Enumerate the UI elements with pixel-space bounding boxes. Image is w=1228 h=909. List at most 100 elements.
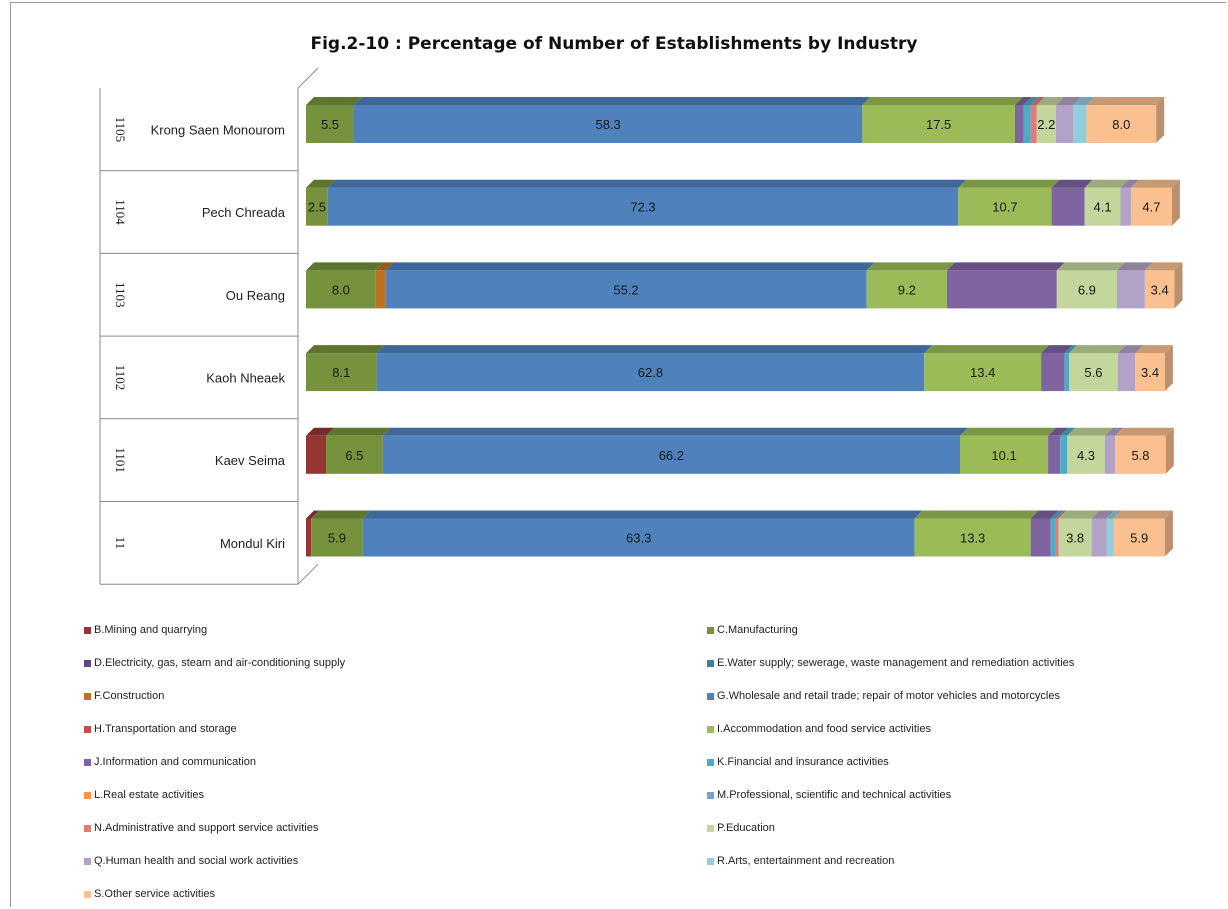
data-label: 5.5 — [321, 117, 339, 132]
bar-segment — [353, 105, 863, 143]
legend-item: B.Mining and quarrying — [84, 624, 207, 636]
bar-segment — [1130, 187, 1172, 226]
legend-swatch — [84, 692, 91, 700]
bar-segment-top — [1055, 97, 1082, 105]
data-label: 8.1 — [332, 365, 350, 380]
category-code-label: 1104 — [113, 199, 128, 225]
bar-segment-top — [385, 262, 875, 271]
bar-segment-top — [866, 262, 955, 271]
bar-segment — [1115, 435, 1166, 474]
bar-segment — [311, 518, 363, 557]
data-label: 63.3 — [626, 531, 651, 546]
legend-item: S.Other service activities — [84, 888, 215, 900]
legend-swatch — [707, 824, 714, 832]
bar-segment-top — [326, 427, 391, 436]
legend-label: C.Manufacturing — [717, 624, 798, 636]
data-label: 2.5 — [308, 200, 326, 215]
bar-segment-top — [376, 345, 933, 354]
bar-segment-top — [1091, 510, 1115, 519]
bar-segment — [362, 518, 915, 557]
legend-item: P.Education — [707, 822, 775, 834]
bar-segment — [1113, 518, 1165, 557]
bar-segment-top — [862, 97, 1023, 105]
bar-segment — [1056, 270, 1117, 309]
data-label: 5.9 — [1130, 531, 1148, 546]
bar-segment-top — [306, 262, 384, 271]
bar-segment-top — [958, 179, 1060, 188]
legend-item: N.Administrative and support service act… — [84, 822, 318, 834]
legend-label: M.Professional, scientific and technical… — [717, 789, 952, 801]
bar-segment-top — [1113, 510, 1173, 519]
data-label: 5.8 — [1131, 448, 1149, 463]
bar-segment-top — [1030, 510, 1059, 519]
bar-segment-top — [306, 179, 336, 188]
bar-segment-top — [1023, 97, 1039, 105]
bar-segment-top — [382, 427, 969, 436]
bar-segment — [306, 105, 354, 143]
legend-item: R.Arts, entertainment and recreation — [707, 855, 894, 867]
bar-segment — [306, 518, 312, 557]
bar-segment — [1064, 353, 1069, 392]
bar-segment — [327, 187, 959, 226]
legend-label: J.Information and communication — [94, 756, 257, 768]
bar-segment — [326, 435, 383, 474]
legend-swatch — [84, 791, 91, 799]
bar-segment — [1144, 270, 1175, 309]
plot-area: 1105 Krong Saen Monourom 5.5 58.3 17.5 2.2 8.0… — [99, 67, 1183, 585]
legend-label: F.Construction — [94, 690, 165, 702]
bar-segment — [1030, 518, 1051, 557]
data-label: 3.4 — [1141, 365, 1159, 380]
bar-segment-top — [1084, 179, 1129, 188]
category-code-label: 1103 — [113, 282, 128, 308]
bar-end-face — [1156, 97, 1165, 143]
legend-item: I.Accommodation and food service activit… — [707, 723, 931, 735]
bar-end-face — [1174, 262, 1183, 309]
data-label: 10.7 — [992, 200, 1017, 215]
legend-label: B.Mining and quarrying — [94, 624, 208, 636]
bar-segment-top — [306, 510, 320, 519]
data-label: 3.4 — [1151, 282, 1169, 297]
legend-item: K.Financial and insurance activities — [707, 756, 889, 768]
bar-segment — [306, 353, 377, 392]
bar-segment-top — [1067, 427, 1113, 436]
bar-segment — [1117, 353, 1136, 392]
legend-swatch — [707, 791, 714, 799]
category-code-label: 11 — [113, 537, 128, 550]
bar-segment — [1030, 105, 1037, 143]
legend-swatch — [84, 725, 91, 733]
bar-segment — [1060, 435, 1068, 474]
data-label: 2.2 — [1037, 117, 1055, 132]
bar-segment — [306, 435, 327, 474]
bar-segment-top — [1135, 345, 1173, 354]
data-label: 55.2 — [613, 282, 638, 297]
bar-segment-top — [1056, 262, 1125, 271]
legend-item: E.Water supply; sewerage, waste manageme… — [707, 657, 1074, 669]
legend-item: G.Wholesale and retail trade; repair of … — [707, 690, 1060, 702]
bar-segment-top — [1030, 97, 1045, 105]
bar-segment-top — [1116, 262, 1153, 271]
bar-segment-top — [311, 510, 371, 519]
bar-segment — [375, 270, 386, 309]
data-label: 5.9 — [328, 531, 346, 546]
bar-segment — [1051, 187, 1085, 226]
data-label: 17.5 — [926, 117, 951, 132]
legend-swatch — [84, 857, 91, 865]
legend-item: M.Professional, scientific and technical… — [707, 789, 951, 801]
legend-label: H.Transportation and storage — [94, 723, 237, 735]
category-axis-depth — [297, 563, 319, 585]
legend-item: L.Real estate activities — [84, 789, 204, 801]
chart-title: Fig.2-10 : Percentage of Number of Estab… — [310, 34, 918, 54]
bar-end-face — [1164, 510, 1173, 557]
bar-segment — [1073, 105, 1087, 143]
legend-label: D.Electricity, gas, steam and air-condit… — [94, 657, 346, 669]
legend-item: J.Information and communication — [84, 756, 256, 768]
data-label: 62.8 — [638, 365, 663, 380]
bar-segment — [1048, 435, 1061, 474]
legend-swatch — [84, 758, 91, 766]
data-label: 10.1 — [991, 448, 1016, 463]
category-code-label: 1105 — [113, 117, 128, 143]
bar-segment — [866, 270, 947, 309]
legend-label: I.Accommodation and food service activit… — [717, 723, 931, 735]
bar-segment — [1135, 353, 1165, 392]
legend-label: N.Administrative and support service act… — [94, 822, 319, 834]
